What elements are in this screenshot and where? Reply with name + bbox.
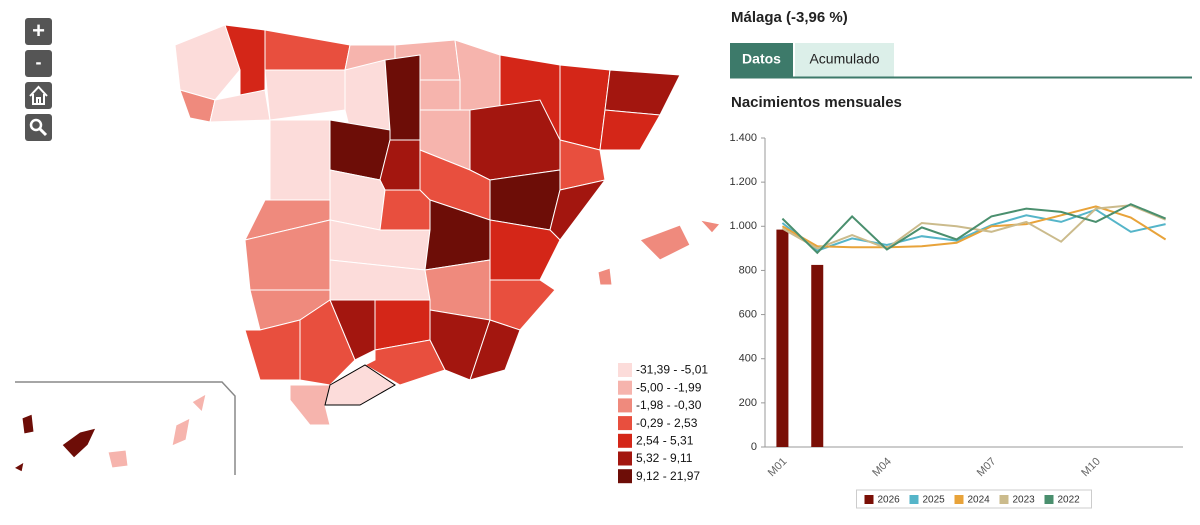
- province[interactable]: [379, 189, 431, 231]
- province[interactable]: [264, 29, 351, 71]
- legend-swatch: [618, 451, 632, 466]
- province[interactable]: [12, 460, 25, 473]
- y-tick-label: 600: [739, 308, 757, 320]
- legend-swatch: [618, 380, 632, 395]
- y-tick-label: 1.000: [729, 220, 757, 232]
- province[interactable]: [599, 109, 661, 151]
- zoom-out-button[interactable]: [25, 50, 52, 77]
- y-tick-label: 400: [739, 353, 757, 365]
- province[interactable]: [384, 54, 421, 141]
- line: [781, 203, 1166, 255]
- line: [781, 208, 1166, 252]
- bar: [776, 229, 789, 447]
- tab-label: Datos: [742, 51, 781, 67]
- province[interactable]: [469, 319, 521, 381]
- tab-active[interactable]: [730, 43, 793, 77]
- tab[interactable]: [795, 43, 894, 77]
- province[interactable]: [489, 279, 556, 331]
- legend-label: 2,54 - 5,31: [636, 433, 694, 447]
- province[interactable]: [61, 427, 97, 459]
- x-tick-label: M10: [1079, 456, 1103, 480]
- legend-swatch: [618, 433, 632, 448]
- legend-label: 2024: [968, 495, 991, 506]
- province[interactable]: [419, 79, 461, 111]
- province[interactable]: [171, 417, 191, 447]
- legend-swatch: [864, 495, 874, 504]
- province[interactable]: [429, 309, 491, 381]
- legend-swatch: [618, 398, 632, 413]
- province[interactable]: [639, 224, 691, 261]
- legend-label: 2026: [878, 495, 901, 506]
- y-tick-label: 1.400: [729, 132, 757, 144]
- legend-swatch: [1044, 495, 1054, 504]
- inset-border: [15, 381, 236, 475]
- legend-swatch: [909, 495, 919, 504]
- province[interactable]: [604, 69, 681, 116]
- legend-label: 5,32 - 9,11: [636, 451, 693, 465]
- province[interactable]: [107, 449, 129, 469]
- legend-swatch: [618, 416, 632, 431]
- legend-label: -5,00 - -1,99: [636, 380, 702, 394]
- search-icon: [38, 127, 48, 137]
- legend-label: -0,29 - 2,53: [636, 416, 698, 430]
- province[interactable]: [264, 69, 346, 121]
- y-tick-label: 200: [739, 397, 757, 409]
- province[interactable]: [191, 393, 207, 413]
- province[interactable]: [269, 119, 331, 201]
- province[interactable]: [469, 99, 561, 181]
- map: [12, 24, 721, 475]
- legend-swatch: [999, 495, 1009, 504]
- province[interactable]: [698, 219, 721, 234]
- zoom-in-label: +: [32, 18, 45, 43]
- province[interactable]: [329, 119, 391, 181]
- zoom-out-label: -: [36, 52, 42, 72]
- chart: 0 200 400 600 800 1.000 1.200 1.400 M01 M04 M07 M10…: [729, 132, 1183, 509]
- map-controls: + -: [25, 18, 52, 141]
- x-tick-label: M01: [766, 456, 790, 480]
- x-tick-label: M04: [870, 456, 894, 480]
- legend-label: 2022: [1058, 495, 1081, 506]
- legend-label: -31,39 - -5,01: [636, 363, 708, 377]
- legend-swatch: [618, 469, 632, 484]
- province-selected[interactable]: [324, 364, 396, 406]
- province[interactable]: [329, 169, 386, 231]
- home-button[interactable]: [25, 82, 52, 109]
- bar: [811, 264, 824, 447]
- search-button[interactable]: [25, 114, 52, 141]
- home-icon: [29, 85, 48, 105]
- y-tick-label: 0: [751, 441, 757, 453]
- province[interactable]: [299, 299, 356, 386]
- zoom-in-button[interactable]: [25, 18, 52, 45]
- legend-label: 2025: [923, 495, 946, 506]
- search-icon: [29, 118, 43, 132]
- legend-label: 2023: [1013, 495, 1036, 506]
- legend-swatch: [618, 363, 632, 377]
- legend-label: 9,12 - 21,97: [636, 469, 700, 483]
- province[interactable]: [289, 384, 331, 426]
- y-tick-label: 800: [739, 264, 757, 276]
- province[interactable]: [489, 169, 561, 231]
- selection-title: Málaga (-3,96 %): [731, 9, 848, 26]
- tab-label: Acumulado: [809, 51, 879, 67]
- x-tick-label: M07: [975, 456, 999, 480]
- chart-title: Nacimientos mensuales: [731, 94, 902, 111]
- province[interactable]: [344, 59, 391, 131]
- legend-label: -1,98 - -0,30: [636, 398, 702, 412]
- province[interactable]: [21, 413, 35, 435]
- province[interactable]: [244, 319, 301, 381]
- province[interactable]: [454, 39, 501, 111]
- province[interactable]: [597, 267, 613, 286]
- province[interactable]: [174, 24, 241, 101]
- map-legend: -31,39 - -5,01 -5,00 - -1,99 -1,98 - -0,30…: [618, 363, 708, 484]
- legend-swatch: [954, 495, 964, 504]
- y-tick-label: 1.200: [729, 176, 757, 188]
